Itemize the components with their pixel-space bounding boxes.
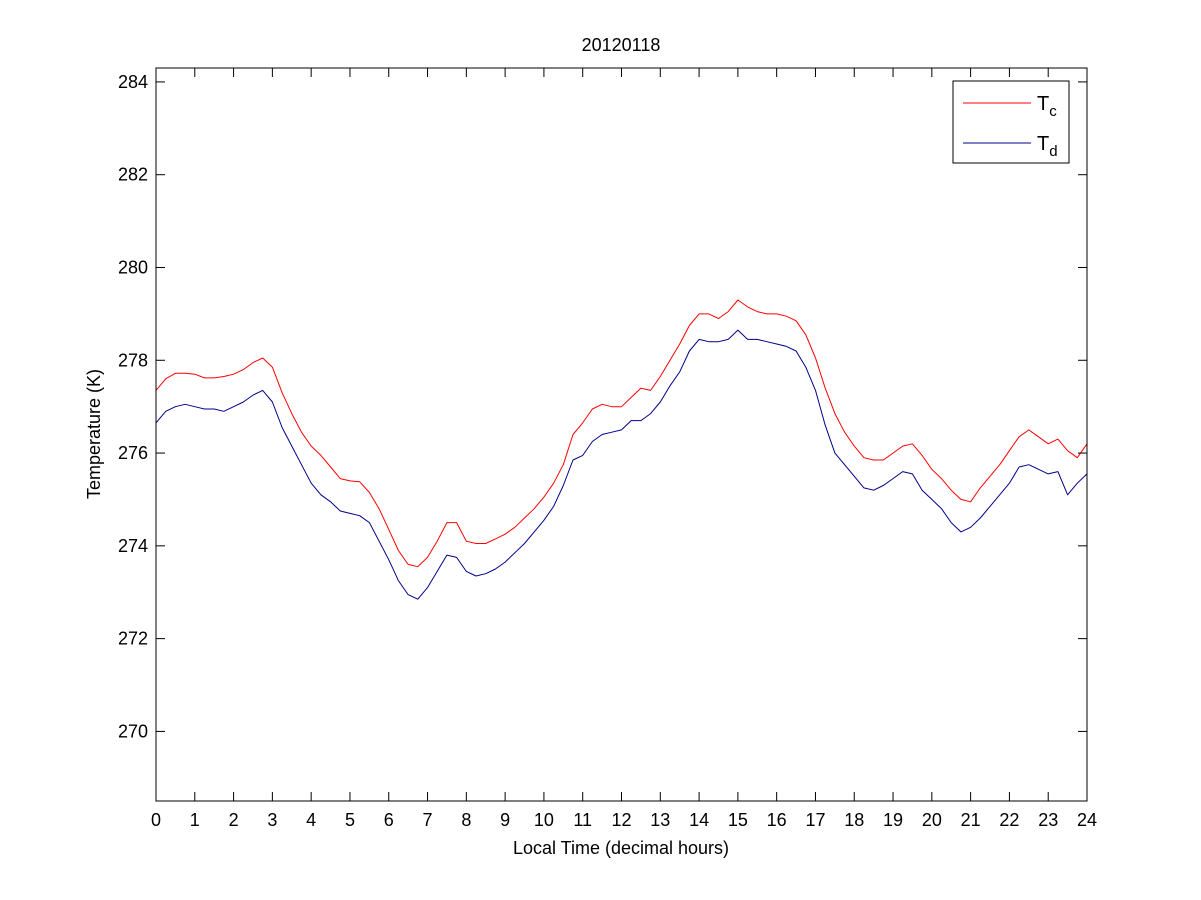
x-tick-label: 20: [922, 810, 942, 830]
x-tick-label: 10: [534, 810, 554, 830]
legend: Tc Td: [952, 80, 1070, 164]
legend-label-tc: Tc: [1037, 93, 1057, 120]
x-tick-label: 0: [151, 810, 161, 830]
x-tick-label: 23: [1038, 810, 1058, 830]
x-tick-label: 3: [267, 810, 277, 830]
y-tick-label: 276: [118, 443, 148, 463]
y-tick-label: 270: [118, 721, 148, 741]
x-tick-label: 19: [883, 810, 903, 830]
x-tick-label: 18: [844, 810, 864, 830]
legend-label-td-main: T: [1037, 133, 1049, 155]
x-tick-label: 1: [190, 810, 200, 830]
legend-label-td: Td: [1037, 133, 1058, 160]
ticks-layer: 0 1 2 3 4 5 6 7 8 9 10 11 12 13 14 15 16 17 18 19 20 21 22 23 24…: [118, 68, 1097, 830]
x-tick-label: 12: [611, 810, 631, 830]
x-tick-label: 14: [689, 810, 709, 830]
x-tick-label: 6: [384, 810, 394, 830]
y-tick-label: 272: [118, 629, 148, 649]
x-axis-label: Local Time (decimal hours): [513, 838, 729, 858]
legend-label-tc-sub: c: [1049, 103, 1057, 120]
series-line-tc: [155, 299, 1088, 568]
x-tick-label: 9: [500, 810, 510, 830]
series-line-td: [155, 329, 1088, 600]
x-tick-label: 4: [306, 810, 316, 830]
x-tick-label: 21: [961, 810, 981, 830]
x-tick-label: 13: [650, 810, 670, 830]
y-tick-label: 284: [118, 72, 148, 92]
y-tick-label: 274: [118, 536, 148, 556]
series-layer: [155, 299, 1088, 600]
x-tick-label: 17: [805, 810, 825, 830]
x-tick-label: 15: [728, 810, 748, 830]
x-tick-label: 16: [767, 810, 787, 830]
y-axis-label: Temperature (K): [84, 369, 104, 499]
x-tick-label: 5: [345, 810, 355, 830]
legend-label-td-sub: d: [1049, 143, 1057, 160]
y-tick-label: 278: [118, 350, 148, 370]
x-tick-label: 22: [999, 810, 1019, 830]
x-tick-label: 8: [461, 810, 471, 830]
legend-box: [952, 80, 1070, 164]
x-tick-label: 2: [229, 810, 239, 830]
x-tick-label: 24: [1077, 810, 1097, 830]
chart-title: 20120118: [582, 35, 661, 55]
x-tick-label: 11: [573, 810, 592, 830]
legend-label-tc-main: T: [1037, 93, 1049, 115]
y-tick-label: 282: [118, 165, 148, 185]
y-tick-label: 280: [118, 257, 148, 277]
x-tick-label: 7: [423, 810, 433, 830]
